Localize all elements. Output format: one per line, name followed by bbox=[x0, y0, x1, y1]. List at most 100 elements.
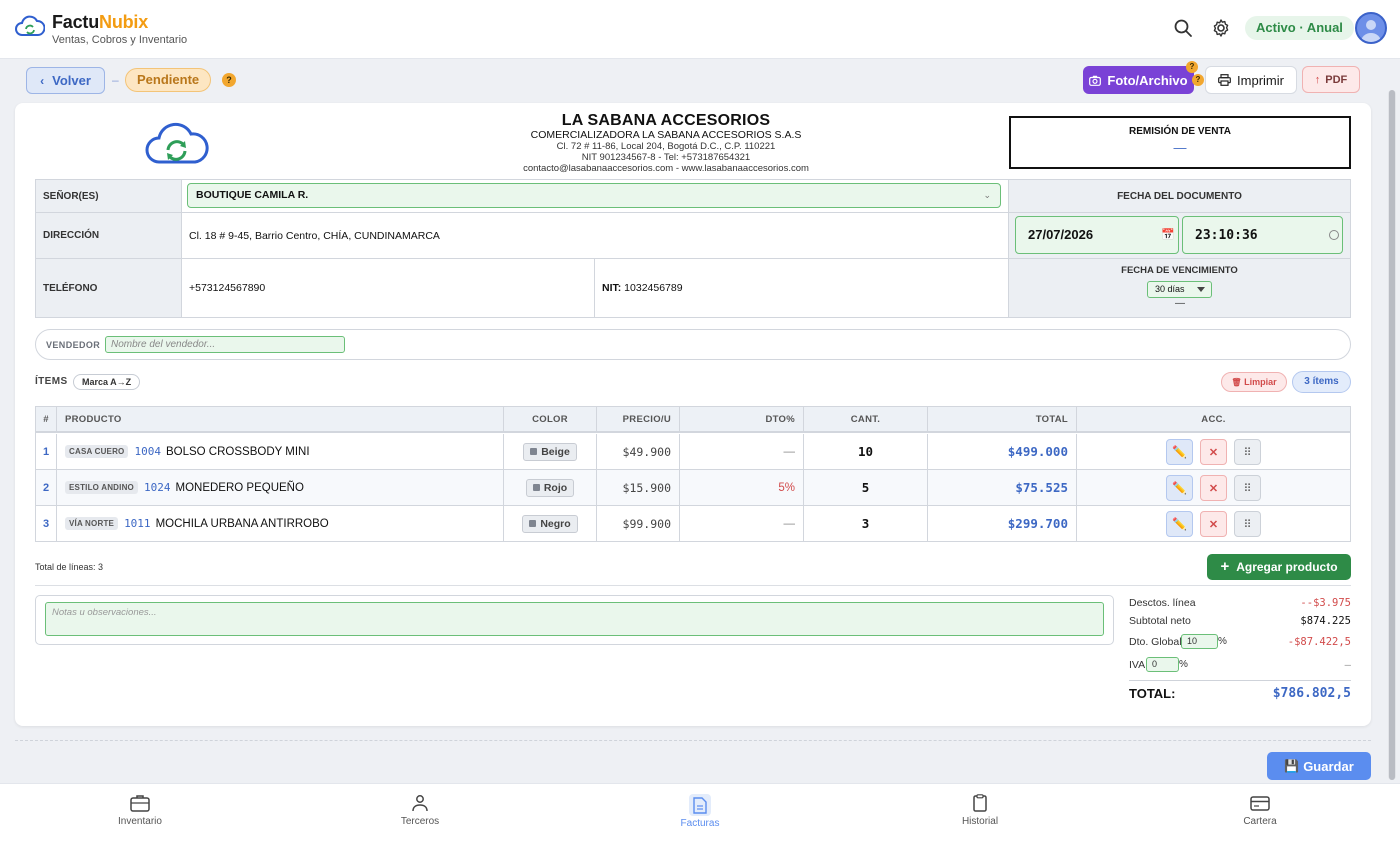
floppy-disk-icon: 💾 bbox=[1284, 759, 1300, 773]
document-time: 23:10:36 bbox=[1195, 228, 1258, 243]
document-icon bbox=[693, 796, 707, 814]
printer-icon bbox=[1218, 74, 1231, 86]
brand[interactable]: FactuNubix Ventas, Cobros y Inventario bbox=[52, 12, 187, 46]
pdf-button[interactable]: ↑ PDF bbox=[1302, 66, 1360, 93]
nav-cartera[interactable]: Cartera bbox=[1200, 794, 1320, 827]
total-value: $786.802,5 bbox=[1272, 686, 1351, 701]
product-code: 1024 bbox=[143, 481, 171, 494]
divider bbox=[35, 585, 1351, 586]
delete-icon[interactable]: ✕ bbox=[1200, 511, 1227, 537]
calendar-icon[interactable]: 📅 bbox=[1161, 229, 1175, 241]
due-date: — bbox=[1175, 298, 1185, 309]
edit-icon[interactable]: ✏️ bbox=[1166, 511, 1193, 537]
color-label: Beige bbox=[541, 445, 570, 458]
drag-handle-icon[interactable]: ⠿ bbox=[1234, 439, 1261, 465]
status-badge[interactable]: Pendiente bbox=[125, 68, 212, 92]
clock-icon[interactable] bbox=[1329, 230, 1339, 240]
document-date: 27/07/2026 bbox=[1028, 227, 1094, 242]
brand-name: FactuNubix bbox=[52, 12, 149, 32]
save-button[interactable]: 💾 Guardar bbox=[1267, 752, 1371, 780]
color-chip[interactable]: Beige bbox=[523, 442, 577, 461]
help-icon-print[interactable]: ? bbox=[1192, 74, 1204, 86]
iva-input[interactable]: 0 bbox=[1146, 657, 1179, 672]
notes-input[interactable]: Notas u observaciones... bbox=[45, 602, 1104, 636]
discount[interactable]: — bbox=[680, 506, 804, 541]
briefcase-icon bbox=[130, 795, 150, 812]
global-discount-pct-sign: % bbox=[1218, 636, 1227, 647]
scrollbar[interactable] bbox=[1388, 90, 1396, 780]
label-fecha-documento: FECHA DEL DOCUMENTO bbox=[1009, 180, 1351, 213]
table-row[interactable]: 2 ESTILO ANDINO 1024 MONEDERO PEQUEÑO Ro… bbox=[36, 470, 1350, 506]
color-swatch-icon bbox=[532, 484, 540, 491]
client-select[interactable]: BOUTIQUE CAMILA R. ⌄ bbox=[187, 183, 1001, 208]
clear-items-button[interactable]: 🗑 Limpiar bbox=[1221, 372, 1287, 392]
photo-file-button[interactable]: Foto/Archivo bbox=[1083, 66, 1194, 94]
caret-down-icon bbox=[1197, 287, 1205, 292]
th-color: COLOR bbox=[504, 407, 597, 433]
add-product-label: Agregar producto bbox=[1236, 560, 1338, 574]
document-time-input[interactable]: 23:10:36 bbox=[1182, 216, 1343, 254]
nav-inventario[interactable]: Inventario bbox=[80, 794, 200, 827]
th-total: TOTAL bbox=[928, 407, 1077, 433]
trash-icon: 🗑 bbox=[1231, 378, 1242, 387]
nav-facturas[interactable]: Facturas bbox=[640, 794, 760, 829]
discount[interactable]: 5% bbox=[680, 470, 804, 505]
color-chip[interactable]: Negro bbox=[522, 514, 578, 533]
sort-chip[interactable]: Marca A→Z bbox=[73, 374, 141, 390]
drag-handle-icon[interactable]: ⠿ bbox=[1234, 475, 1261, 501]
due-term-select[interactable]: 30 días bbox=[1147, 281, 1212, 298]
total-label: TOTAL: bbox=[1129, 686, 1176, 701]
document-date-input[interactable]: 27/07/2026 📅 bbox=[1015, 216, 1179, 254]
quantity[interactable]: 10 bbox=[804, 434, 928, 469]
people-icon bbox=[412, 795, 428, 812]
photo-label: Foto/Archivo bbox=[1107, 72, 1188, 88]
delete-icon[interactable]: ✕ bbox=[1200, 439, 1227, 465]
brand-tag: ESTILO ANDINO bbox=[65, 481, 138, 494]
color-swatch-icon bbox=[529, 520, 537, 527]
edit-icon[interactable]: ✏️ bbox=[1166, 439, 1193, 465]
clipboard-icon bbox=[973, 794, 987, 812]
arrow-up-icon: ↑ bbox=[1314, 73, 1321, 86]
print-button[interactable]: Imprimir bbox=[1205, 66, 1297, 94]
back-button[interactable]: ‹ Volver bbox=[26, 67, 105, 94]
company-name: LA SABANA ACCESORIOS bbox=[561, 112, 771, 129]
table-row[interactable]: 1 CASA CUERO 1004 BOLSO CROSSBODY MINI B… bbox=[36, 434, 1350, 470]
th-discount: DTO% bbox=[680, 407, 804, 433]
edit-icon[interactable]: ✏️ bbox=[1166, 475, 1193, 501]
help-icon[interactable]: ? bbox=[222, 73, 236, 87]
product-cell[interactable]: ESTILO ANDINO 1024 MONEDERO PEQUEÑO bbox=[57, 470, 504, 505]
search-icon[interactable] bbox=[1173, 18, 1193, 38]
chevron-left-icon: ‹ bbox=[40, 73, 45, 88]
nit-value: 1032456789 bbox=[624, 282, 683, 294]
drag-handle-icon[interactable]: ⠿ bbox=[1234, 511, 1261, 537]
nav-historial[interactable]: Historial bbox=[920, 794, 1040, 827]
product-cell[interactable]: CASA CUERO 1004 BOLSO CROSSBODY MINI bbox=[57, 434, 504, 469]
delete-icon[interactable]: ✕ bbox=[1200, 475, 1227, 501]
company-info: LA SABANA ACCESORIOS COMERCIALIZADORA LA… bbox=[500, 112, 832, 174]
global-discount-input[interactable]: 10 bbox=[1181, 634, 1218, 649]
avatar[interactable] bbox=[1355, 12, 1387, 44]
color-label: Rojo bbox=[543, 481, 568, 494]
vendor-input[interactable]: Nombre del vendedor... bbox=[105, 336, 345, 353]
label-telefono: TELÉFONO bbox=[36, 259, 182, 318]
quantity[interactable]: 3 bbox=[804, 506, 928, 541]
nav-terceros[interactable]: Terceros bbox=[360, 794, 480, 827]
product-cell[interactable]: VÍA NORTE 1011 MOCHILA URBANA ANTIRROBO bbox=[57, 506, 504, 541]
quantity[interactable]: 5 bbox=[804, 470, 928, 505]
add-product-button[interactable]: + Agregar producto bbox=[1207, 554, 1351, 580]
discount[interactable]: — bbox=[680, 434, 804, 469]
iva-pct-sign: % bbox=[1179, 659, 1188, 670]
color-cell: Beige bbox=[504, 434, 597, 469]
label-vencimiento: FECHA DE VENCIMIENTO bbox=[1121, 265, 1238, 276]
company-nit-phone: NIT 901234567-8 - Tel: +573187654321 bbox=[581, 152, 751, 163]
vendor-label: VENDEDOR bbox=[46, 340, 101, 350]
gear-icon[interactable] bbox=[1211, 18, 1231, 38]
color-label: Negro bbox=[540, 517, 571, 530]
color-chip[interactable]: Rojo bbox=[525, 478, 575, 497]
table-row[interactable]: 3 VÍA NORTE 1011 MOCHILA URBANA ANTIRROB… bbox=[36, 506, 1350, 542]
user-icon bbox=[1361, 20, 1381, 42]
th-quantity: CANT. bbox=[804, 407, 928, 433]
help-icon-photo[interactable]: ? bbox=[1186, 61, 1198, 73]
plan-badge[interactable]: Activo · Anual bbox=[1245, 16, 1354, 40]
company-contact: contacto@lasabanaaccesorios.com - www.la… bbox=[523, 163, 809, 174]
